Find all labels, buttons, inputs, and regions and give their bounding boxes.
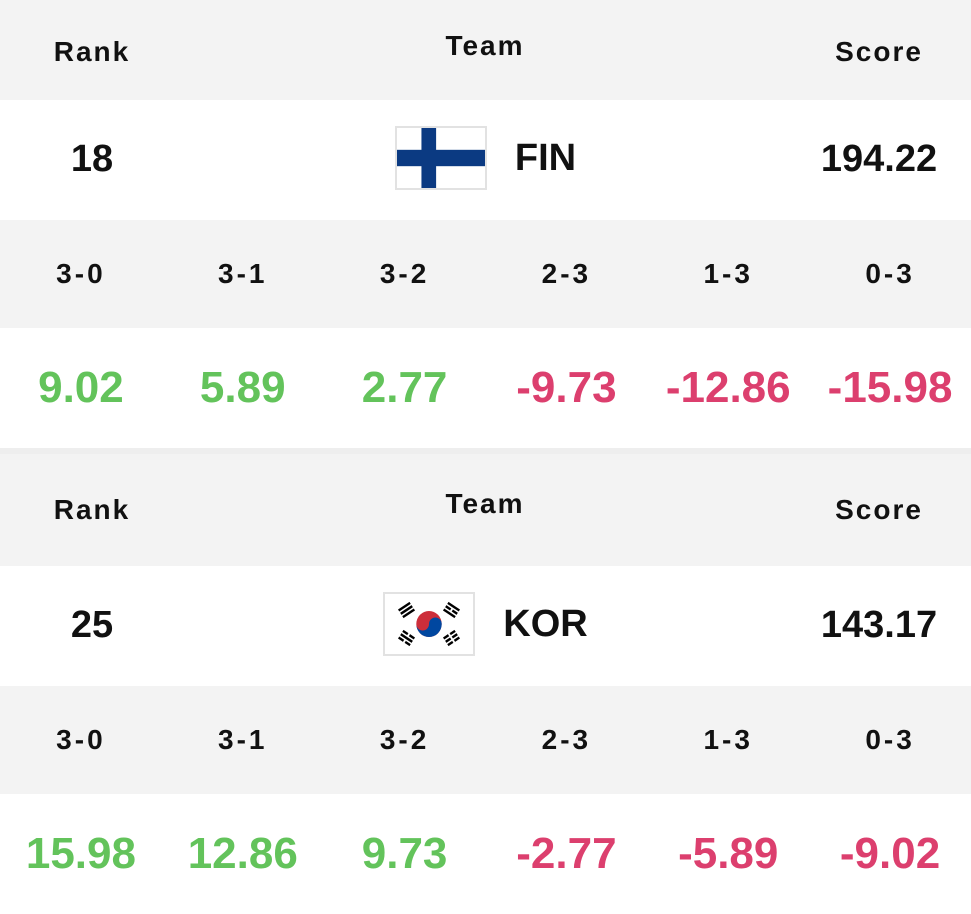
- points-change: -2.77: [516, 829, 617, 878]
- team-row: 18 FIN 194.22: [0, 100, 971, 220]
- points-change-row: 9.02 5.89 2.77 -9.73 -12.86 -15.98: [0, 328, 971, 448]
- set-result-row: 3-0 3-1 3-2 2-3 1-3 0-3: [0, 686, 971, 794]
- divider: [0, 448, 971, 454]
- points-change: -9.02: [839, 829, 941, 878]
- set-label: 3-2: [379, 724, 430, 755]
- team-cell: FIN: [0, 126, 971, 190]
- points-change: 5.89: [199, 363, 286, 412]
- points-change-row: 15.98 12.86 9.73 -2.77 -5.89 -9.02: [0, 794, 971, 914]
- set-label: 3-0: [56, 258, 106, 289]
- set-label: 1-3: [703, 724, 753, 755]
- set-label: 1-3: [703, 258, 753, 289]
- set-label: 0-3: [865, 258, 915, 289]
- team-card-kor: Rank Team Score 25: [0, 454, 971, 914]
- set-label: 2-3: [541, 724, 592, 755]
- score-value: 194.22: [820, 138, 938, 180]
- points-change: -5.89: [678, 829, 779, 878]
- points-change: -9.73: [516, 363, 617, 412]
- rank-value: 25: [70, 604, 114, 646]
- team-header: Team: [445, 30, 525, 61]
- points-change: 9.73: [361, 829, 448, 878]
- rank-value: 18: [70, 138, 114, 180]
- points-change: -15.98: [827, 363, 953, 412]
- team-card-fin: Rank Team Score 18 FIN 194.22 3-0 3-1 3-…: [0, 0, 971, 448]
- team-code: KOR: [503, 602, 588, 645]
- points-change: 15.98: [25, 829, 136, 878]
- set-label: 0-3: [865, 724, 915, 755]
- header-row: Rank Team Score: [0, 0, 971, 100]
- set-label: 3-1: [218, 724, 268, 755]
- score-header: Score: [835, 36, 923, 67]
- rank-header: Rank: [53, 494, 131, 525]
- set-label: 3-1: [218, 258, 268, 289]
- set-label: 2-3: [541, 258, 592, 289]
- score-header: Score: [835, 494, 923, 525]
- team-header: Team: [445, 488, 525, 519]
- team-code: FIN: [514, 136, 577, 179]
- points-change: 2.77: [361, 363, 448, 412]
- points-change: 9.02: [38, 363, 124, 412]
- rank-header: Rank: [53, 36, 131, 67]
- team-row: 25: [0, 566, 971, 686]
- score-value: 143.17: [820, 604, 938, 646]
- set-label: 3-0: [56, 724, 106, 755]
- south-korea-flag-icon: [383, 592, 476, 656]
- team-cell: KOR: [0, 592, 971, 656]
- points-change: -12.86: [665, 363, 791, 412]
- set-result-row: 3-0 3-1 3-2 2-3 1-3 0-3: [0, 220, 971, 328]
- header-row: Rank Team Score: [0, 454, 971, 566]
- points-change: 12.86: [187, 829, 298, 878]
- set-label: 3-2: [379, 258, 430, 289]
- finland-flag-icon: [394, 126, 487, 190]
